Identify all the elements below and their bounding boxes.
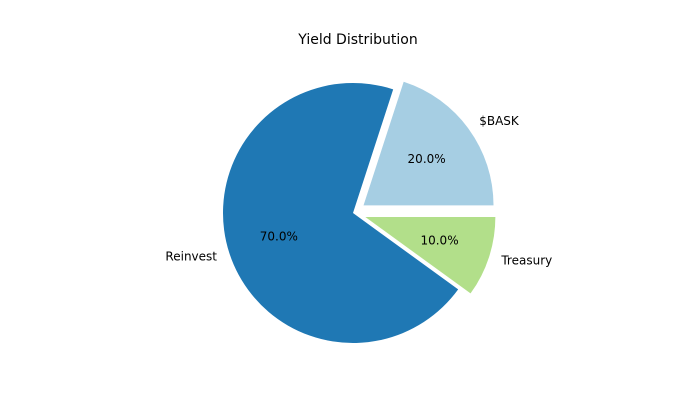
value-label: 10.0%: [420, 234, 458, 248]
chart-title: Yield Distribution: [297, 32, 417, 48]
pie-slice: [363, 81, 494, 206]
pie-slice: [223, 82, 459, 343]
slice-label: Reinvest: [165, 250, 217, 264]
slice-label: $BASK: [479, 114, 520, 128]
slice-label: Treasury: [500, 254, 552, 268]
value-label: 70.0%: [260, 230, 298, 244]
value-label: 20.0%: [408, 152, 446, 166]
pie-slice: [365, 217, 496, 294]
